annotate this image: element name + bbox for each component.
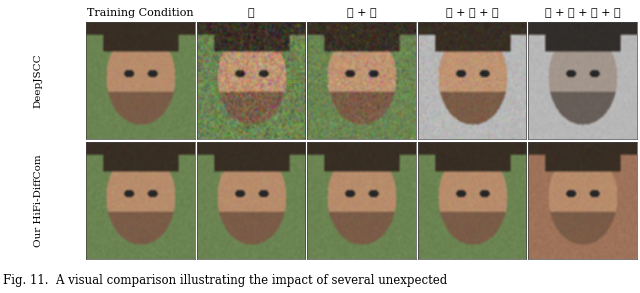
Text: ① + ② + ③ + ④: ① + ② + ③ + ④ <box>545 8 620 18</box>
Text: ① + ② + ③: ① + ② + ③ <box>445 8 499 18</box>
Text: Our HiFi-DiffCom: Our HiFi-DiffCom <box>34 154 43 247</box>
Text: ①: ① <box>248 8 255 18</box>
Text: DeepJSCC: DeepJSCC <box>34 53 43 108</box>
Text: Fig. 11.  A visual comparison illustrating the impact of several unexpected: Fig. 11. A visual comparison illustratin… <box>3 274 447 287</box>
Text: Training Condition: Training Condition <box>87 8 194 18</box>
Text: ① + ②: ① + ② <box>347 8 376 18</box>
